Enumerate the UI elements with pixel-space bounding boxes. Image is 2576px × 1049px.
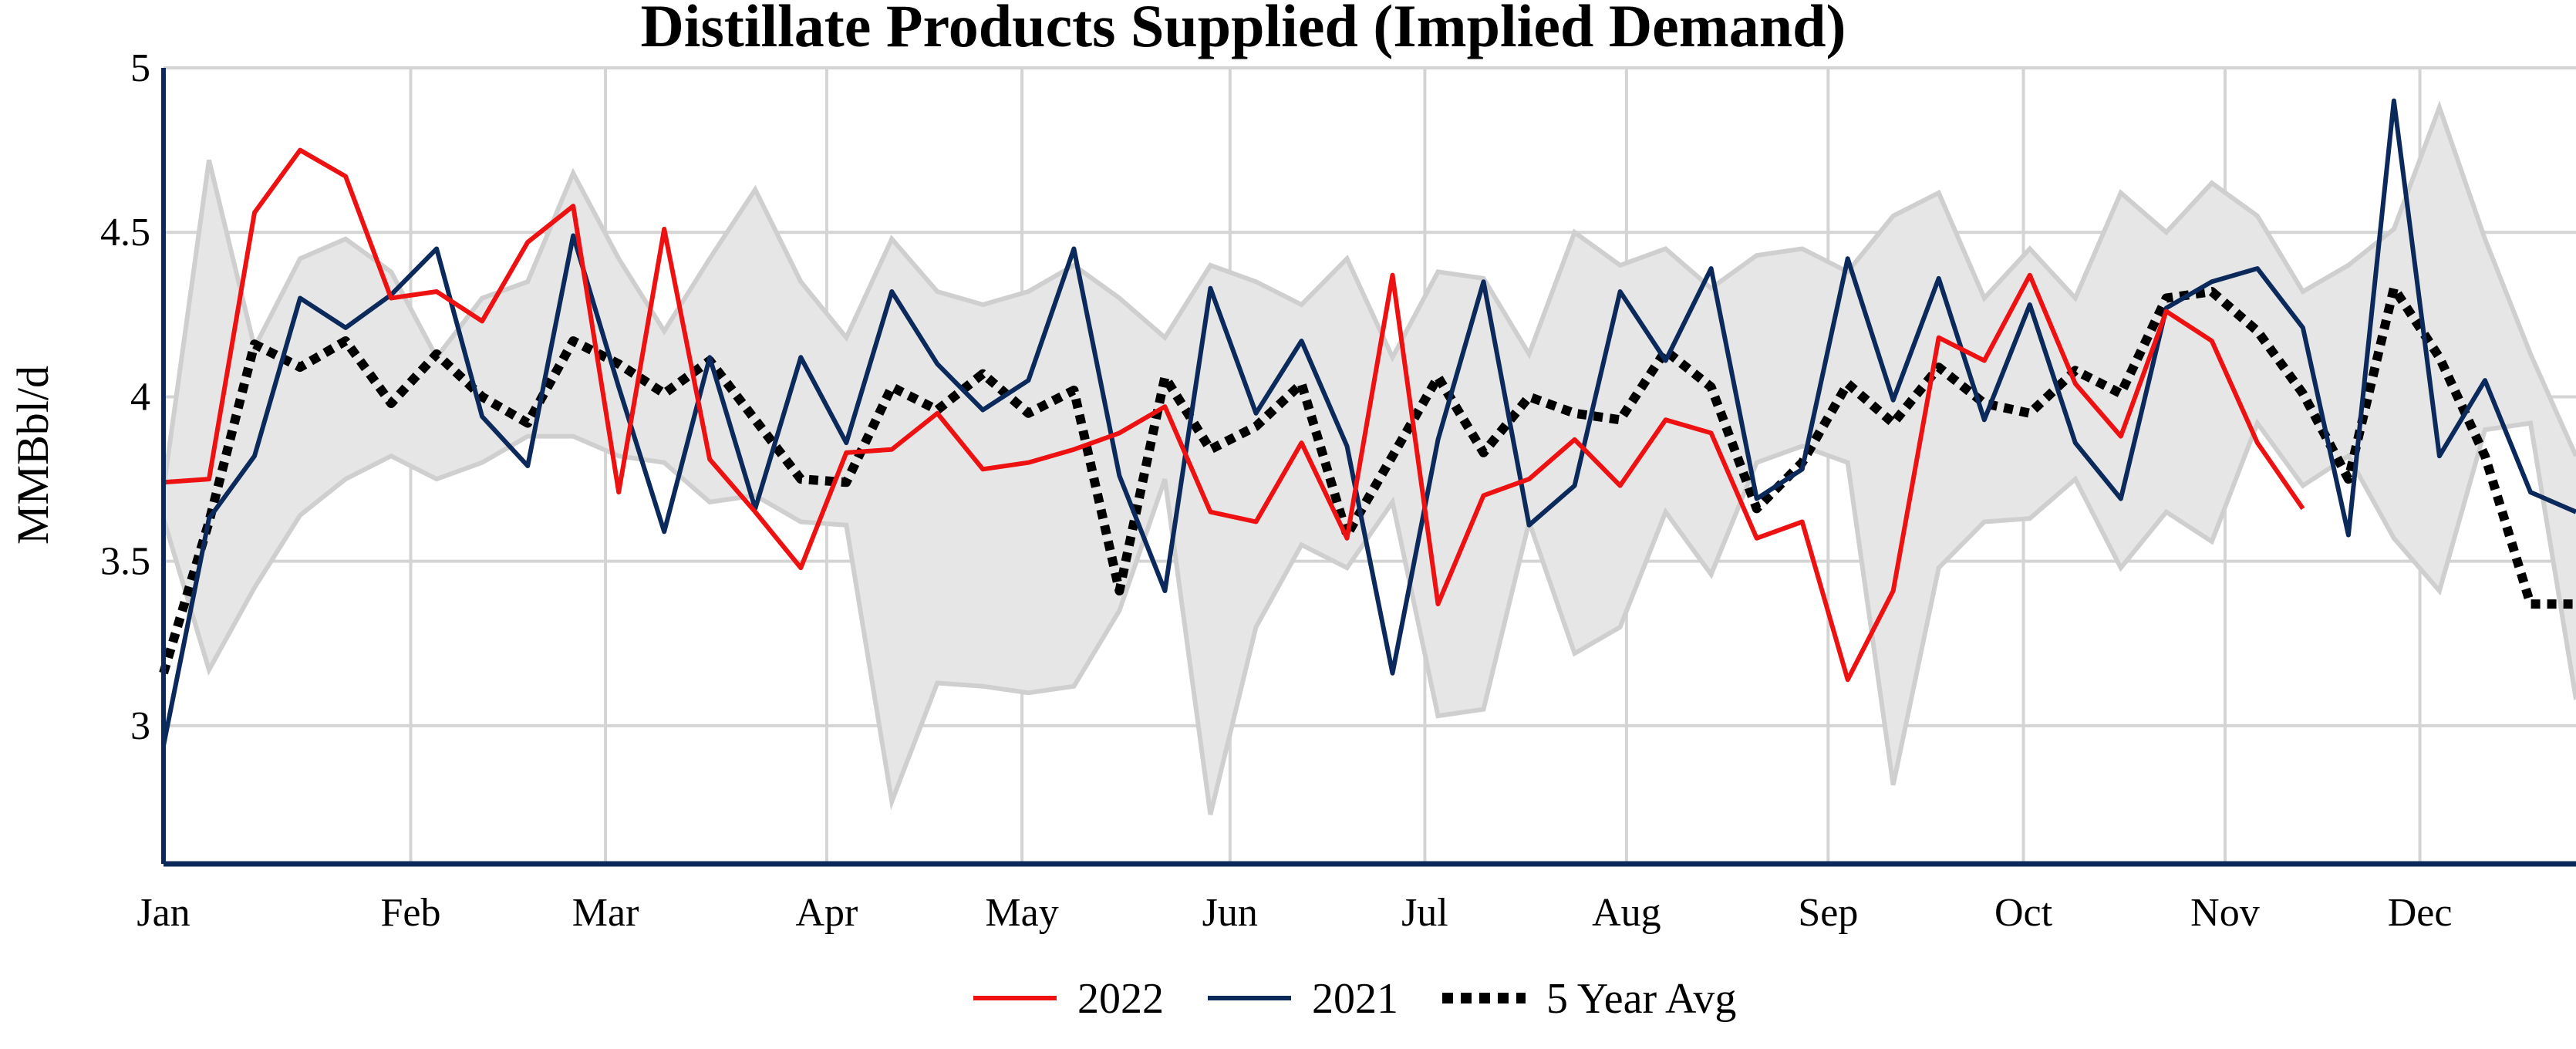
- x-tick-label: Jul: [1401, 891, 1448, 935]
- band-high-edge: [161, 100, 2576, 490]
- x-tick-label: Oct: [1994, 891, 2053, 935]
- y-tick-label: 3.5: [100, 540, 150, 584]
- x-tick-label: May: [985, 891, 1058, 935]
- y-tick-label: 4.5: [100, 211, 150, 255]
- x-tick-label: Dec: [2388, 891, 2453, 935]
- series-line-2021: [161, 98, 2576, 747]
- series-lines: [159, 98, 2576, 747]
- legend-label: 2022: [1077, 975, 1164, 1023]
- band-low-edge: [161, 418, 2576, 815]
- y-tick-label: 3: [130, 704, 150, 748]
- chart-title: Distillate Products Supplied (Implied De…: [640, 0, 1846, 59]
- x-tick-label: Nov: [2190, 891, 2260, 935]
- y-tick-labels: 3 3.5 4 4.5 5: [100, 46, 150, 748]
- x-tick-label: Apr: [795, 891, 858, 935]
- axes: [161, 68, 2576, 867]
- five-year-range-band: [161, 100, 2576, 815]
- legend-label: 2021: [1312, 975, 1398, 1023]
- x-tick-label: Feb: [380, 891, 440, 935]
- series-line-5-year-avg: [159, 283, 2576, 675]
- x-tick-label: Jan: [137, 891, 190, 935]
- x-tick-label: Mar: [572, 891, 639, 935]
- x-tick-labels: Jan Feb Mar Apr May Jun Jul Aug Sep Oct Nov Dec: [137, 891, 2452, 935]
- band-area: [164, 107, 2576, 815]
- y-tick-label: 5: [130, 46, 150, 90]
- x-tick-label: Aug: [1592, 891, 1661, 935]
- legend-label: 5 Year Avg: [1546, 975, 1736, 1023]
- series-line-2022: [163, 147, 2305, 683]
- y-tick-label: 4: [130, 375, 150, 419]
- y-axis-label: MMBbl/d: [8, 366, 58, 545]
- x-tick-label: Sep: [1798, 891, 1858, 935]
- legend: 2022 2021 5 Year Avg: [973, 975, 1736, 1023]
- x-tick-label: Jun: [1202, 891, 1258, 935]
